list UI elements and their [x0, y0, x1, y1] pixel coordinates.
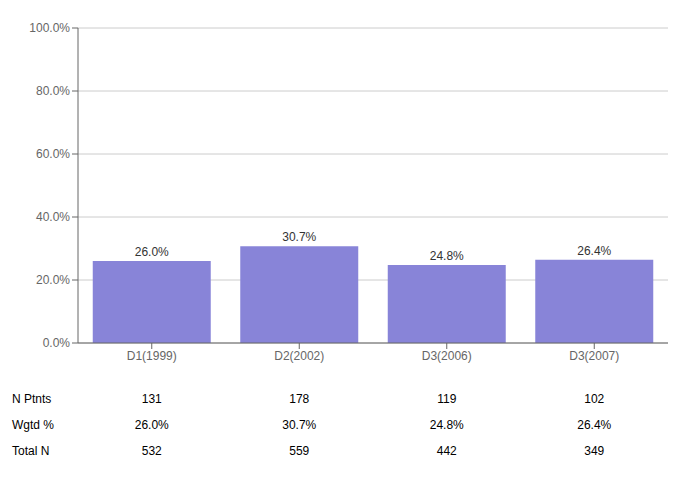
- svg-text:0.0%: 0.0%: [43, 336, 71, 350]
- html-text:26.0%: 26.0%: [134, 418, 169, 432]
- html-text:26.4%: 26.4%: [577, 418, 612, 432]
- html-text:30.7%: 30.7%: [282, 418, 317, 432]
- html-text:532: 532: [141, 444, 162, 458]
- svg-text:40.0%: 40.0%: [36, 210, 70, 224]
- svg-text:100.0%: 100.0%: [29, 21, 70, 35]
- html-text:559: 559: [289, 444, 310, 458]
- html-text:119: 119: [437, 392, 457, 406]
- svg-text:D1(1999): D1(1999): [127, 349, 177, 363]
- html-text:131: 131: [141, 392, 162, 406]
- svg-text:26.0%: 26.0%: [135, 245, 169, 259]
- html-text:Wgtd %: Wgtd %: [12, 418, 54, 432]
- html-text:349: 349: [584, 444, 605, 458]
- html-text:24.8%: 24.8%: [429, 418, 464, 432]
- html-text:N Ptnts: N Ptnts: [12, 392, 52, 406]
- html-text:178: 178: [289, 392, 310, 406]
- svg-text:D3(2006): D3(2006): [422, 349, 472, 363]
- html-text:442: 442: [436, 444, 457, 458]
- svg-text:30.7%: 30.7%: [282, 230, 316, 244]
- svg-text:80.0%: 80.0%: [36, 84, 70, 98]
- svg-text:D3(2007): D3(2007): [569, 349, 619, 363]
- svg-text:24.8%: 24.8%: [430, 249, 464, 263]
- svg-text:60.0%: 60.0%: [36, 147, 70, 161]
- html-text:Total N: Total N: [12, 444, 50, 458]
- html-text:102: 102: [584, 392, 605, 406]
- svg-text:26.4%: 26.4%: [577, 244, 611, 258]
- svg-text:20.0%: 20.0%: [36, 273, 70, 287]
- svg-text:D2(2002): D2(2002): [274, 349, 324, 363]
